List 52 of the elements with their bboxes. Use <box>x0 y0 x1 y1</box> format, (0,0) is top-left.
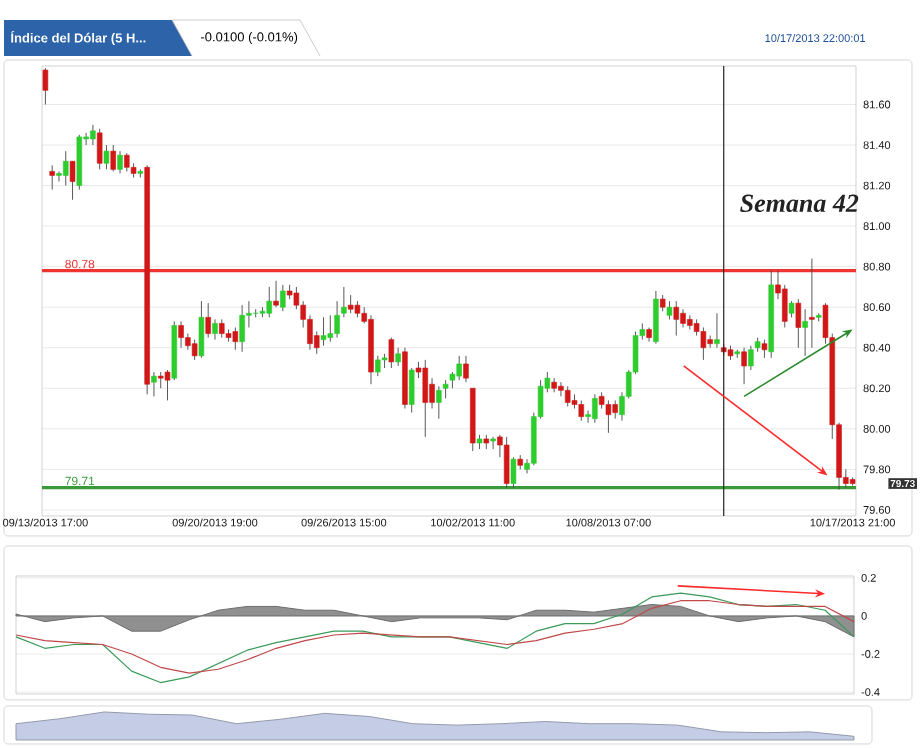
candlestick <box>239 304 245 353</box>
candlestick <box>551 377 557 393</box>
candlestick <box>266 286 272 318</box>
candlestick <box>273 280 279 308</box>
candlestick <box>280 284 286 312</box>
candlestick <box>124 152 130 172</box>
candlestick <box>422 359 429 438</box>
candlestick <box>408 367 415 414</box>
candlestick <box>700 327 707 361</box>
candlestick <box>117 150 123 174</box>
candlestick <box>103 144 110 170</box>
candlestick <box>219 318 225 339</box>
candlestick <box>673 300 679 337</box>
candlestick <box>490 436 496 450</box>
candlestick <box>761 339 768 359</box>
candlestick <box>795 298 802 349</box>
candlestick <box>463 355 469 383</box>
candlestick <box>347 294 354 314</box>
candlestick <box>63 150 69 187</box>
candlestick <box>110 144 116 172</box>
candlestick <box>42 67 49 105</box>
candlestick <box>198 300 205 359</box>
candlestick <box>96 128 103 170</box>
candlestick <box>666 300 673 320</box>
candlestick <box>395 347 401 367</box>
candlestick <box>605 399 612 434</box>
candlestick <box>388 337 395 369</box>
annotation: Semana 42 <box>740 194 859 213</box>
candlestick <box>151 371 157 397</box>
candlestick <box>191 339 198 361</box>
candlestick <box>49 164 55 191</box>
candlestick <box>646 327 652 343</box>
candlestick <box>456 355 462 381</box>
candlestick <box>375 355 381 377</box>
candlestick <box>564 385 571 407</box>
candlestick <box>592 393 598 424</box>
candlestick <box>320 316 327 347</box>
candlestick <box>714 312 720 349</box>
candlestick <box>205 302 211 339</box>
candlestick <box>436 385 442 420</box>
candlestick <box>442 379 449 399</box>
candlestick <box>741 347 747 385</box>
candlestick <box>503 436 510 489</box>
candlestick <box>212 318 218 341</box>
candlestick <box>612 399 618 420</box>
candlestick <box>510 456 517 489</box>
candlestick <box>680 308 686 328</box>
candlestick <box>653 290 659 345</box>
candlestick <box>578 399 585 422</box>
candlestick <box>809 258 815 349</box>
candlestick <box>232 327 239 351</box>
candlestick <box>178 320 184 349</box>
